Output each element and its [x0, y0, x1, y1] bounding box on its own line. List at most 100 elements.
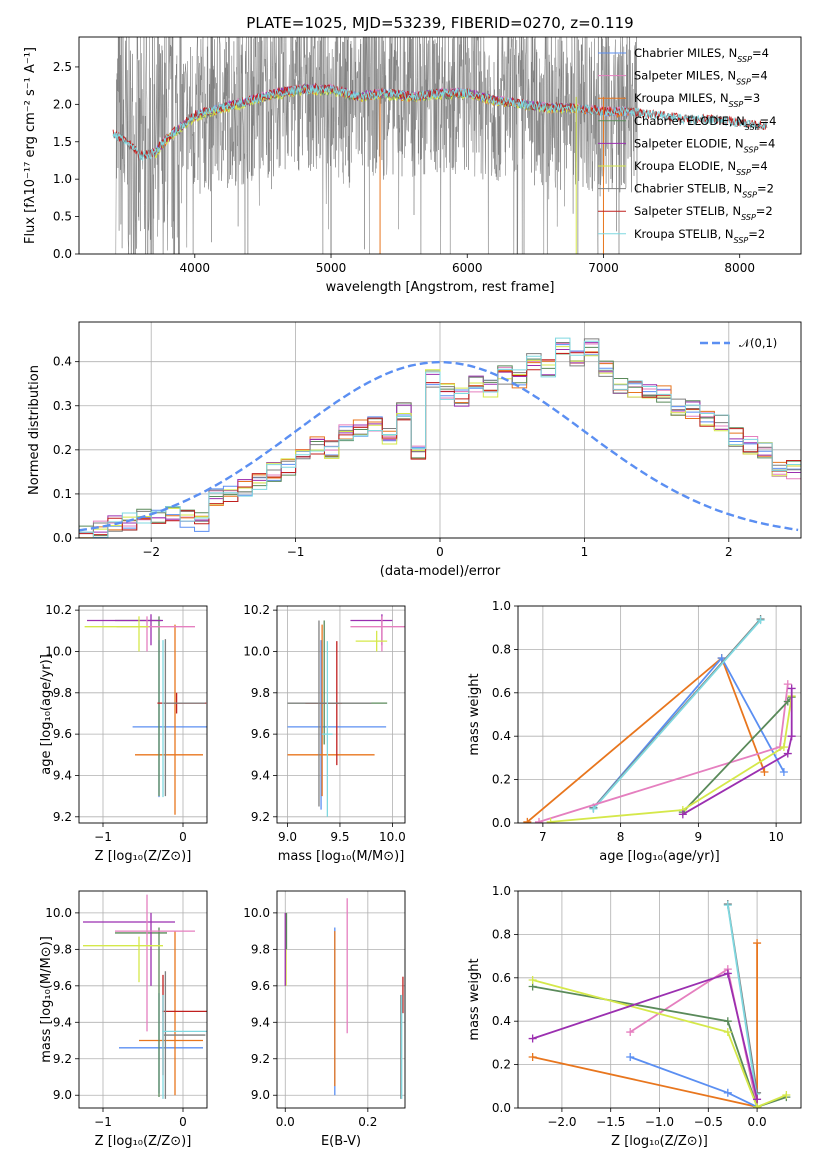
weight-marker: [787, 684, 796, 693]
x-axis-label: mass [log₁₀(M/M⊙)]: [278, 849, 405, 864]
weight-line-1: [592, 656, 785, 809]
weight-marker: [753, 939, 762, 948]
plot-area: [83, 894, 207, 1099]
y-tick-label: 0.2: [492, 773, 511, 787]
x-tick-label: 10.0: [379, 830, 406, 844]
x-tick-label: 0: [436, 545, 444, 559]
x-tick-label: 2: [725, 545, 733, 559]
legend-entry: 𝒩(0,1): [739, 336, 777, 350]
x-axis-label: Z [log₁₀(Z/Z⊙)]: [611, 1134, 708, 1149]
legend-entry: Kroupa MILES, NSSP=3: [634, 91, 760, 109]
legend-entry: Salpeter STELIB, NSSP=2: [634, 204, 773, 222]
weight-marker: [523, 817, 532, 823]
plot-area: [528, 900, 791, 1108]
x-tick-label: 0.0: [276, 1115, 295, 1129]
weight-marker: [723, 1028, 732, 1037]
x-tick-label: −1: [94, 830, 112, 844]
x-tick-label: 1: [581, 545, 589, 559]
weight-marker: [783, 680, 792, 689]
histogram-series-5: [79, 346, 801, 538]
axes-frame: [517, 605, 802, 824]
y-tick-label: 10.0: [243, 644, 270, 658]
weight-marker: [723, 969, 732, 978]
panel-age-vs-Z: −1 0 9.2 9.4 9.6 9.8 10.0 10.2 Z [log₁₀(Z/Z⊙)] ag…: [39, 603, 208, 864]
histogram-series-8: [79, 337, 801, 538]
y-tick-label: 0.6: [492, 971, 511, 985]
y-tick-label: 9.6: [53, 979, 72, 993]
histogram-series-1: [79, 342, 801, 538]
y-axis-label: Normed distribution: [27, 365, 42, 495]
weight-marker: [678, 810, 687, 819]
plot-area: [84, 614, 207, 815]
histogram-series-4: [79, 342, 801, 538]
y-tick-label: 9.4: [53, 1015, 72, 1029]
plot-area: [523, 615, 796, 823]
panel-mass-vs-EBV: 0.0 0.2 9.0 9.2 9.4 9.6 9.8 10.0 E(B-V): [243, 890, 406, 1149]
x-axis-label: Z [log₁₀(Z/Z⊙)]: [95, 1134, 192, 1149]
plot-area: [284, 898, 404, 1099]
observed-spectrum-line: [115, 37, 638, 254]
legend: Chabrier MILES, NSSP=4 Salpeter MILES, NS…: [598, 46, 776, 244]
x-tick-label: 0.2: [358, 1115, 377, 1129]
weight-marker: [756, 616, 765, 625]
y-axis-label: Flux [fλ10⁻¹⁷ erg cm⁻² s⁻¹ A⁻¹]: [23, 47, 38, 244]
weight-marker: [589, 804, 598, 813]
weight-line-0: [532, 943, 758, 1108]
x-tick-label: 8: [617, 830, 625, 844]
x-tick-label: 9.0: [278, 830, 297, 844]
y-tick-label: 0.4: [492, 1014, 511, 1028]
y-tick-label: 9.4: [251, 768, 270, 782]
x-tick-label: 5000: [316, 261, 347, 275]
y-tick-label: 0.3: [53, 399, 72, 413]
axes-frame: [517, 890, 802, 1109]
y-axis-label: mass [log₁₀(M/M⊙)]: [39, 936, 54, 1063]
weight-marker: [779, 768, 788, 777]
weight-line-5: [532, 985, 787, 1108]
y-tick-label: 9.0: [53, 1088, 72, 1102]
x-tick-label: 10: [768, 830, 783, 844]
legend-entry: Chabrier MILES, NSSP=4: [634, 46, 769, 64]
y-tick-label: 9.8: [251, 686, 270, 700]
gaussian-reference-line: [79, 360, 799, 532]
y-tick-label: 1.0: [492, 884, 511, 898]
weight-line-4: [629, 967, 758, 1108]
y-tick-label: 0.8: [492, 642, 511, 656]
panel-weight-vs-age: 7 8 9 10 0.0 0.2 0.4 0.6 0.8 1.0 age [log₁₀(age/yr…: [467, 599, 802, 864]
weight-marker: [546, 817, 555, 823]
x-tick-label: 6000: [452, 261, 483, 275]
weight-marker: [760, 768, 769, 777]
y-axis-label: age [log₁₀(age/yr)]: [39, 654, 54, 775]
panel-mass-vs-Z: −1 0 9.0 9.2 9.4 9.6 9.8 10.0 Z [log₁₀(Z/Z⊙)] mas…: [39, 890, 208, 1149]
y-tick-label: 9.4: [53, 768, 72, 782]
x-tick-label: 9.5: [330, 830, 349, 844]
x-tick-label: 0.0: [748, 1115, 767, 1129]
y-tick-label: 9.4: [251, 1015, 270, 1029]
y-tick-label: 10.0: [243, 906, 270, 920]
plot-area: [112, 37, 768, 254]
x-tick-label: 8000: [724, 261, 755, 275]
histogram-series-6: [79, 338, 801, 538]
y-tick-label: 1.0: [492, 599, 511, 613]
weight-marker: [753, 1102, 762, 1108]
y-tick-label: 0.0: [492, 816, 511, 830]
y-tick-label: 9.2: [251, 1052, 270, 1066]
weight-marker: [717, 654, 726, 663]
y-tick-label: 0.4: [53, 355, 72, 369]
x-tick-label: 7: [539, 830, 547, 844]
x-axis-label: (data-model)/error: [380, 564, 501, 579]
y-tick-label: 0.0: [492, 1101, 511, 1115]
weight-line-0: [526, 656, 766, 823]
x-axis-label: E(B-V): [321, 1134, 361, 1149]
y-tick-label: 1.0: [53, 172, 72, 186]
x-tick-label: 7000: [588, 261, 619, 275]
y-tick-label: 9.6: [53, 727, 72, 741]
legend-entry: Salpeter MILES, NSSP=4: [634, 69, 768, 87]
x-tick-label: −1: [287, 545, 305, 559]
y-tick-label: 0.2: [492, 1058, 511, 1072]
legend-entry: Chabrier STELIB, NSSP=2: [634, 182, 774, 200]
weight-line-3: [726, 904, 757, 1095]
weight-marker: [626, 1053, 635, 1062]
x-tick-label: 9: [695, 830, 703, 844]
y-tick-label: 10.2: [45, 603, 72, 617]
